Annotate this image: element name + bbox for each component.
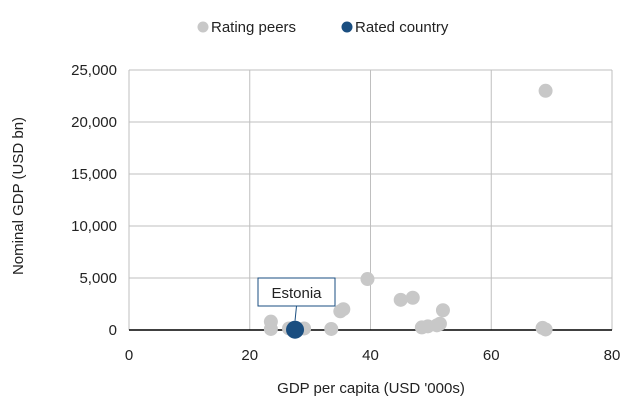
peer-point (435, 303, 450, 318)
x-tick-label: 80 (604, 347, 621, 364)
x-tick-label: 60 (483, 347, 500, 364)
x-tick-label: 40 (362, 347, 379, 364)
x-axis-title: GDP per capita (USD '000s) (277, 380, 465, 397)
y-axis-title: Nominal GDP (USD bn) (10, 117, 27, 275)
peer-point (263, 321, 278, 336)
legend-label-peers: Rating peers (211, 19, 296, 36)
y-tick-label: 25,000 (71, 62, 117, 79)
peer-point (336, 302, 351, 317)
annotation-label: Estonia (271, 285, 322, 302)
peer-point (432, 316, 447, 331)
annotation-box (257, 277, 336, 307)
legend-marker-peers (197, 21, 209, 33)
peer-point (393, 292, 408, 307)
peer-point (360, 272, 375, 287)
axes: 0 5,000 10,000 15,000 20,000 25,000 0 20 40 60 80 (71, 62, 620, 364)
peer-point (324, 321, 339, 336)
y-tick-label: 5,000 (79, 270, 117, 287)
annotation-leader (294, 305, 297, 321)
peer-point (538, 83, 553, 98)
y-tick-label: 15,000 (71, 166, 117, 183)
y-tick-label: 20,000 (71, 114, 117, 131)
peer-point (538, 322, 553, 337)
y-tick-label: 10,000 (71, 218, 117, 235)
legend-label-rated: Rated country (355, 19, 449, 36)
peer-point (405, 290, 420, 305)
x-tick-label: 20 (241, 347, 258, 364)
y-tick-label: 0 (109, 322, 117, 339)
data-points (263, 83, 553, 339)
annotation: Estonia (257, 277, 336, 321)
grid (129, 69, 613, 330)
x-tick-label: 0 (125, 347, 133, 364)
legend-marker-rated (341, 21, 353, 33)
rated-country-point (286, 320, 305, 339)
legend: Rating peers Rated country (197, 19, 449, 36)
